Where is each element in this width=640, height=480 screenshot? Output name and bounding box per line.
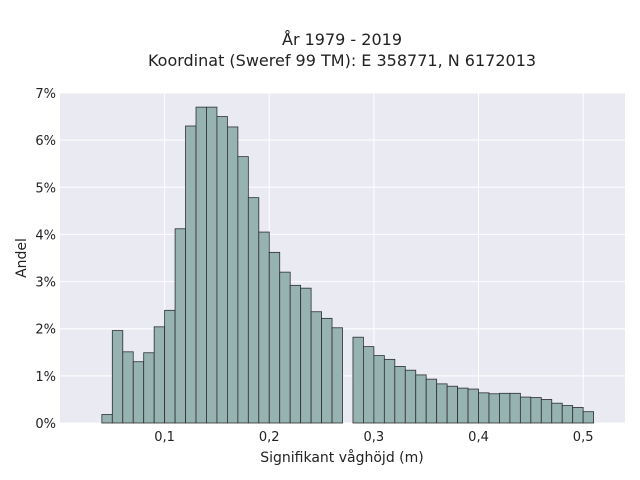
y-tick-label: 3%	[35, 276, 56, 291]
chart-title-line-1: År 1979 - 2019	[282, 30, 402, 49]
y-tick-label: 7%	[35, 87, 56, 102]
histogram-bar	[478, 392, 490, 424]
histogram-bar	[122, 351, 134, 424]
x-tick-label: 0,1	[154, 430, 175, 445]
y-tick-label: 4%	[35, 228, 56, 243]
histogram-bar	[519, 396, 532, 424]
histogram-bar	[174, 228, 186, 424]
histogram-bar	[321, 317, 333, 424]
histogram-bar	[404, 369, 417, 424]
histogram-bar	[206, 106, 218, 424]
histogram-bar	[415, 374, 427, 424]
histogram-bar	[289, 284, 302, 424]
histogram-bar	[582, 411, 595, 424]
x-axis-label: Signifikant våghöjd (m)	[260, 449, 423, 466]
y-tick-label: 1%	[35, 370, 56, 385]
histogram-bar	[132, 361, 145, 424]
histogram-bar	[310, 311, 322, 424]
histogram-bar	[446, 385, 458, 424]
histogram-bar	[394, 366, 406, 424]
histogram-bar	[363, 346, 375, 424]
y-axis-ticks: 0% 1% 2% 3% 4% 5% 6% 7%	[35, 87, 56, 432]
histogram-bar	[540, 399, 553, 424]
histogram-bar	[551, 402, 563, 424]
histogram-bar	[279, 271, 291, 424]
chart-title: År 1979 - 2019 Koordinat (Sweref 99 TM):…	[148, 30, 536, 70]
histogram-bar	[143, 352, 155, 424]
histogram-bar	[457, 387, 469, 424]
histogram-bar	[509, 392, 521, 424]
histogram-bar	[195, 106, 207, 424]
histogram-bar	[530, 397, 542, 424]
histogram-bar	[467, 388, 479, 424]
y-tick-label: 2%	[35, 323, 56, 338]
histogram-bar	[352, 336, 364, 424]
histogram-bar	[237, 156, 249, 424]
histogram-bar	[227, 126, 239, 424]
x-tick-label: 0,4	[468, 430, 489, 445]
histogram-bar	[488, 393, 500, 424]
histogram-bar	[268, 251, 281, 424]
histogram-bar	[164, 309, 176, 424]
histogram-bar	[111, 330, 124, 424]
y-tick-label: 6%	[35, 134, 56, 149]
histogram-bar	[185, 125, 197, 424]
y-tick-label: 5%	[35, 181, 56, 196]
histogram-bar	[572, 407, 584, 424]
histogram-bar	[101, 414, 113, 424]
y-axis-label: Andel	[14, 238, 30, 278]
histogram-bar	[258, 231, 270, 424]
x-axis-ticks: 0,1 0,2 0,3 0,4 0,5	[154, 430, 593, 445]
histogram-bar	[383, 358, 396, 424]
histogram-bar	[331, 327, 343, 424]
histogram-bar	[216, 116, 228, 424]
histogram-bars	[101, 106, 595, 424]
y-tick-label: 0%	[35, 417, 56, 432]
histogram-bar	[436, 383, 448, 424]
x-tick-label: 0,3	[364, 430, 385, 445]
histogram-bar	[153, 326, 166, 424]
histogram-bar	[247, 197, 260, 424]
histogram-bar	[373, 355, 385, 424]
histogram-bar	[425, 378, 438, 424]
chart-title-line-2: Koordinat (Sweref 99 TM): E 358771, N 61…	[148, 51, 536, 70]
histogram-bar	[561, 405, 574, 424]
histogram-bar	[499, 392, 511, 424]
histogram-bar	[300, 287, 312, 424]
x-tick-label: 0,5	[573, 430, 594, 445]
x-tick-label: 0,2	[259, 430, 280, 445]
